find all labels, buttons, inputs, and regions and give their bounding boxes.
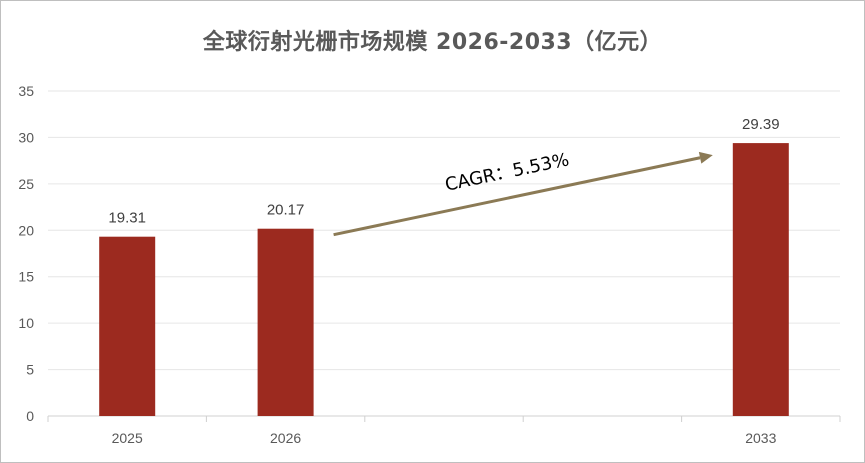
cagr-arrow-line	[333, 156, 701, 237]
data-label: 19.31	[108, 210, 146, 227]
y-tick-label: 0	[26, 408, 34, 424]
y-tick-label: 10	[18, 315, 34, 331]
cagr-annotation: CAGR：5.53%	[333, 149, 713, 237]
gridlines	[48, 90, 840, 371]
bars	[99, 143, 789, 417]
chart-title: 全球衍射光栅市场规模 2026-2033（亿元）	[202, 30, 663, 55]
data-label: 29.39	[742, 116, 780, 133]
x-tick-label: 2025	[112, 430, 143, 446]
y-tick-label: 15	[18, 269, 34, 285]
y-tick-label: 25	[18, 176, 34, 192]
x-tick-label: 2033	[745, 430, 776, 446]
bar	[257, 228, 314, 416]
bar	[732, 143, 789, 417]
cagr-arrow-head	[698, 151, 713, 164]
data-label: 20.17	[267, 202, 305, 219]
x-tick-label: 2026	[270, 430, 301, 446]
bar	[99, 236, 156, 416]
data-labels: 19.31 20.17 29.39	[108, 116, 779, 227]
y-tick-label: 30	[18, 129, 34, 145]
y-tick-label: 20	[18, 222, 34, 238]
y-tick-label: 35	[18, 83, 34, 99]
y-tick-label: 5	[26, 362, 34, 378]
